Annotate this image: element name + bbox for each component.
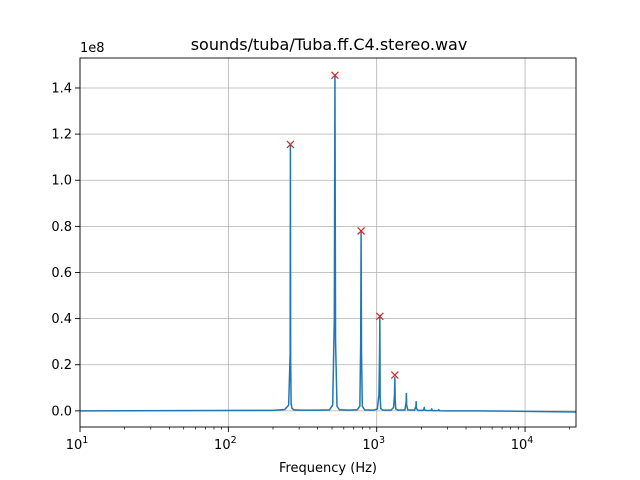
axis-ticks: 101 102 103 104 0.0 0.2 0.4 0.6 0.8 1.0 1.2 1.4 — [51, 81, 571, 453]
y-tick-label: 1.0 — [51, 174, 72, 189]
x-axis-label: Frequency (Hz) — [279, 461, 377, 476]
peak-markers — [286, 71, 399, 380]
y-tick-label: 0.2 — [51, 358, 72, 373]
spectrum-series — [79, 74, 577, 413]
plot-frame — [79, 57, 577, 428]
x-tick-label: 103 — [362, 435, 385, 453]
peak-marker — [286, 140, 295, 149]
peak-marker-stroke — [390, 371, 399, 380]
x-tick-label: 101 — [66, 435, 89, 453]
peak-marker-stroke — [375, 312, 384, 321]
y-tick-label: 1.4 — [51, 81, 72, 96]
y-tick-label: 0.4 — [51, 312, 72, 327]
peak-marker — [331, 71, 339, 80]
peak-marker — [390, 371, 399, 380]
x-tick-label: 102 — [214, 435, 237, 453]
peak-marker — [375, 312, 384, 321]
y-tick-label: 1.2 — [51, 128, 72, 143]
x-tick-label: 104 — [511, 435, 534, 453]
y-tick-label: 0.8 — [51, 220, 72, 235]
chart-title: sounds/tuba/Tuba.ff.C4.stereo.wav — [191, 35, 468, 54]
peak-marker-stroke — [357, 227, 366, 235]
y-tick-label: 0.0 — [51, 404, 72, 419]
peak-marker-stroke — [331, 71, 339, 80]
y-axis-offset-label: 1e8 — [80, 41, 105, 56]
y-tick-label: 0.6 — [51, 266, 72, 281]
spectrum-line — [79, 74, 577, 413]
grid — [79, 58, 576, 427]
peak-marker-stroke — [286, 140, 295, 149]
peak-marker — [357, 227, 366, 235]
